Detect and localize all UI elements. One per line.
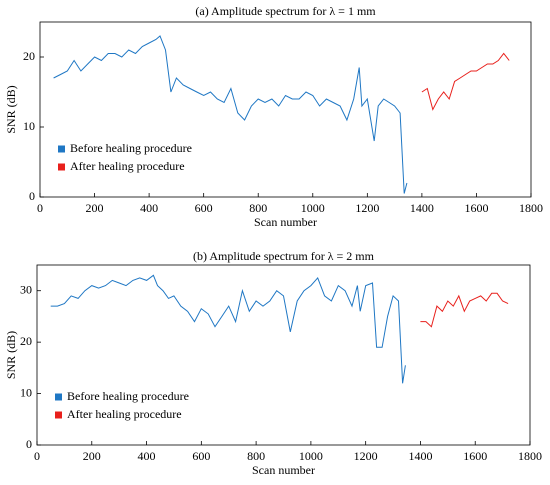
y-tick-label: 0 bbox=[29, 189, 35, 203]
x-tick-label: 600 bbox=[192, 449, 210, 463]
legend-label: Before healing procedure bbox=[67, 389, 189, 403]
x-tick-label: 800 bbox=[249, 201, 267, 215]
y-tick-label: 30 bbox=[20, 282, 32, 296]
x-tick-label: 200 bbox=[86, 201, 104, 215]
x-tick-label: 400 bbox=[138, 449, 156, 463]
x-tick-label: 400 bbox=[140, 201, 158, 215]
x-tick-label: 1600 bbox=[463, 449, 487, 463]
x-tick-label: 1400 bbox=[410, 201, 434, 215]
x-tick-label: 1200 bbox=[355, 201, 379, 215]
legend-label: After healing procedure bbox=[70, 159, 185, 173]
data-line bbox=[50, 274, 406, 384]
x-tick-label: 1000 bbox=[299, 449, 323, 463]
y-tick-label: 10 bbox=[23, 119, 35, 133]
x-tick-label: 0 bbox=[34, 449, 40, 463]
plot-frame bbox=[36, 264, 531, 446]
y-axis-label: SNR (dB) bbox=[4, 331, 18, 379]
x-tick-label: 1600 bbox=[464, 201, 488, 215]
plot-frame bbox=[39, 21, 532, 198]
y-tick-label: 20 bbox=[23, 49, 35, 63]
data-line bbox=[53, 35, 408, 194]
y-tick-label: 20 bbox=[20, 334, 32, 348]
x-tick-label: 800 bbox=[247, 449, 265, 463]
chart-title: (a) Amplitude spectrum for λ = 1 mm bbox=[195, 4, 376, 18]
x-tick-label: 1200 bbox=[354, 449, 378, 463]
legend-swatch bbox=[55, 411, 62, 419]
legend-swatch bbox=[58, 145, 65, 153]
x-tick-label: 1400 bbox=[408, 449, 432, 463]
legend-label: Before healing procedure bbox=[70, 141, 192, 155]
legend-swatch bbox=[58, 163, 65, 171]
x-tick-label: 0 bbox=[37, 201, 43, 215]
y-axis-label: SNR (dB) bbox=[4, 85, 18, 133]
chart-title: (b) Amplitude spectrum for λ = 2 mm bbox=[193, 249, 375, 263]
x-tick-label: 1800 bbox=[518, 449, 542, 463]
x-tick-label: 1800 bbox=[519, 201, 543, 215]
y-tick-label: 10 bbox=[20, 385, 32, 399]
x-tick-label: 1000 bbox=[301, 201, 325, 215]
x-tick-label: 600 bbox=[195, 201, 213, 215]
data-line bbox=[421, 52, 510, 111]
x-axis-label: Scan number bbox=[254, 215, 317, 229]
x-tick-label: 200 bbox=[83, 449, 101, 463]
y-tick-label: 0 bbox=[26, 437, 32, 451]
x-axis-label: Scan number bbox=[252, 463, 315, 477]
legend-label: After healing procedure bbox=[67, 407, 182, 421]
legend-swatch bbox=[55, 393, 62, 401]
data-line bbox=[420, 292, 509, 328]
